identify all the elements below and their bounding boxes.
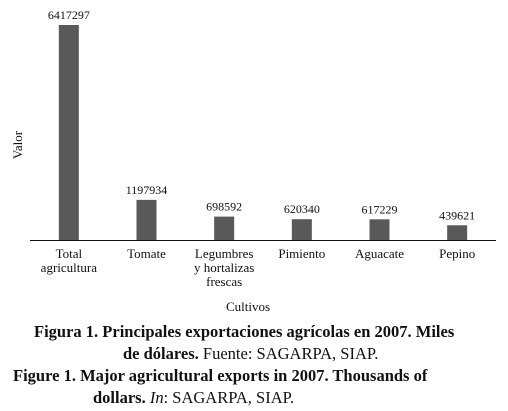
- caption-en-source-label: In: [149, 388, 164, 407]
- bar-2: [214, 216, 235, 240]
- category-label-5: Pepino: [439, 246, 475, 261]
- caption-es-bold-cont: de dólares.: [123, 344, 199, 363]
- caption-es-line2: de dólares. Fuente: SAGARPA, SIAP.: [123, 344, 378, 364]
- x-axis-label: Cultivos: [226, 299, 270, 314]
- caption-es-source-text: : SAGARPA, SIAP.: [247, 344, 379, 363]
- caption-en-bold-cont: dollars.: [93, 388, 146, 407]
- value-label-1: 1197934: [126, 183, 168, 197]
- caption-es-bold-lead: Figura 1. Principales exportaciones agrí…: [34, 322, 455, 341]
- caption-en-bold-lead: Figure 1. Major agricultural exports in …: [13, 366, 428, 385]
- value-label-2: 698592: [206, 200, 242, 214]
- caption-en-line2: dollars. In: SAGARPA, SIAP.: [93, 388, 294, 408]
- category-label-0-line-0: Total: [56, 246, 83, 261]
- value-label-0: 6417297: [48, 8, 90, 22]
- category-label-0-line-1: agricultura: [41, 260, 98, 275]
- category-label-5-line-0: Pepino: [439, 246, 475, 261]
- category-label-2: Legumbres y hortalizas frescas: [194, 246, 254, 289]
- bar-3: [291, 219, 312, 240]
- category-label-1: Tomate: [127, 246, 166, 261]
- category-label-2-line-2: frescas: [206, 274, 242, 289]
- bar-4: [369, 219, 390, 240]
- bar-1: [136, 199, 157, 240]
- caption-es-source-label: Fuente: [202, 344, 248, 363]
- bar-5: [447, 225, 468, 240]
- caption-en-line1: Figure 1. Major agricultural exports in …: [13, 366, 427, 386]
- bars-group: [58, 25, 468, 240]
- category-labels-group: Total agricultura Tomate Legumbres y hortali…: [41, 246, 476, 289]
- category-label-2-line-1: y hortalizas: [194, 260, 254, 275]
- category-label-2-line-0: Legumbres: [195, 246, 253, 261]
- bar-chart: 6417297 1197934 698592 620340 617229 439621 T…: [10, 8, 496, 314]
- caption-es-line1: Figura 1. Principales exportaciones agrí…: [34, 322, 454, 342]
- y-axis-label: Valor: [10, 130, 25, 159]
- value-labels-group: 6417297 1197934 698592 620340 617229 439621: [48, 8, 475, 222]
- value-label-5: 439621: [439, 208, 475, 222]
- category-label-4-line-0: Aguacate: [355, 246, 404, 261]
- value-label-3: 620340: [284, 202, 320, 216]
- category-label-3: Pimiento: [278, 246, 325, 261]
- caption-en-source-text: : SAGARPA, SIAP.: [163, 388, 295, 407]
- category-label-4: Aguacate: [355, 246, 404, 261]
- bar-0: [58, 25, 79, 240]
- category-label-1-line-0: Tomate: [127, 246, 166, 261]
- category-label-0: Total agricultura: [41, 246, 98, 275]
- category-label-3-line-0: Pimiento: [278, 246, 325, 261]
- value-label-4: 617229: [362, 202, 398, 216]
